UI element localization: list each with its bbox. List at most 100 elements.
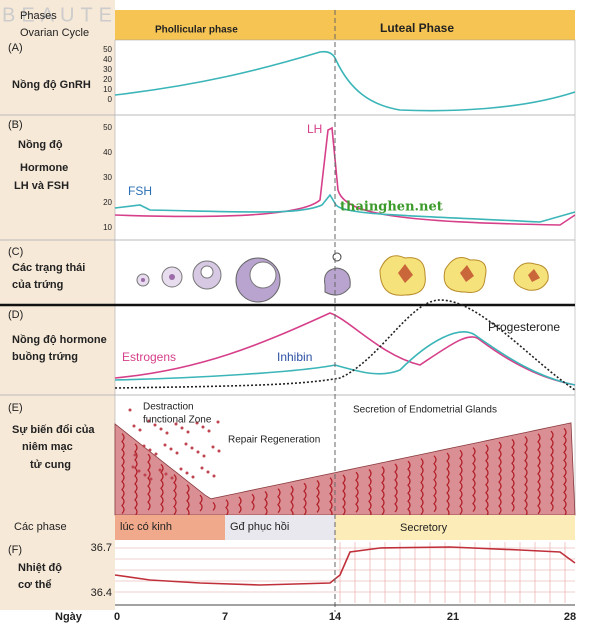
label: functional Zone: [143, 415, 212, 426]
shed-tissue: [153, 423, 157, 427]
label: Nồng độ: [18, 139, 63, 151]
panel-letter: (C): [8, 246, 23, 258]
gland: [173, 474, 177, 516]
label: FSH: [128, 184, 152, 198]
tick-label: 10: [103, 223, 112, 232]
gland: [147, 453, 151, 511]
gland: [199, 494, 203, 512]
gland: [563, 427, 567, 517]
gland: [498, 441, 502, 515]
gland: [407, 460, 411, 518]
label: LH và FSH: [14, 180, 69, 192]
shed-tissue: [158, 468, 162, 472]
gland: [121, 433, 125, 514]
label: Secretion of Endometrial Glands: [353, 405, 497, 416]
progesterone-curve: [114, 299, 576, 391]
shed-tissue: [186, 430, 190, 434]
shed-tissue: [142, 444, 146, 448]
label: Phollicular phase: [155, 25, 238, 36]
gland: [355, 471, 359, 513]
gland: [446, 452, 450, 518]
ovum: [332, 252, 342, 262]
shed-tissue: [163, 443, 167, 447]
shed-tissue: [211, 445, 215, 449]
label: Ngày: [55, 611, 83, 623]
label: Phases: [20, 10, 57, 22]
gland: [511, 438, 515, 512]
temperature-curve: [114, 546, 576, 586]
shed-tissue: [206, 470, 210, 474]
shed-tissue: [185, 471, 189, 475]
gland: [485, 444, 489, 518]
gland: [225, 499, 229, 517]
tick-label: 30: [103, 173, 112, 182]
shed-tissue: [195, 421, 199, 425]
panel-letter: (A): [8, 42, 23, 54]
label: Nồng độ hormone: [12, 334, 107, 346]
gland: [303, 482, 307, 516]
tick-label: 20: [103, 198, 112, 207]
shed-tissue: [138, 428, 142, 432]
gland: [420, 458, 424, 515]
shed-tissue: [196, 450, 200, 454]
shed-tissue: [132, 424, 136, 428]
secretory-box: [335, 515, 575, 540]
panel-letter: (D): [8, 309, 23, 321]
shed-tissue: [174, 422, 178, 426]
shed-tissue: [175, 451, 179, 455]
shed-tissue: [133, 453, 137, 457]
tick-label: 50: [103, 45, 112, 54]
shed-tissue: [212, 474, 216, 478]
shed-tissue: [164, 472, 168, 476]
shed-tissue: [200, 466, 204, 470]
day-tick: 21: [447, 611, 459, 623]
gland: [524, 436, 528, 517]
label: cơ thể: [18, 579, 52, 591]
shed-tissue: [184, 442, 188, 446]
gland: [186, 484, 190, 518]
shed-tissue: [148, 448, 152, 452]
follicle: [200, 265, 214, 279]
fsh-curve: [114, 193, 576, 223]
label: Các trạng thái: [12, 262, 85, 274]
gland: [277, 488, 281, 514]
day-tick: 7: [222, 611, 228, 623]
tick-label: 40: [103, 55, 112, 64]
gland: [251, 493, 255, 511]
shed-tissue: [207, 429, 211, 433]
gland: [212, 501, 216, 511]
recovery-box: [225, 515, 335, 540]
phase-header: [115, 10, 575, 40]
follicle: [141, 278, 145, 282]
menses-box: [115, 515, 225, 540]
label: Inhibin: [277, 350, 312, 364]
tick-label: 20: [103, 75, 112, 84]
gnrh-curve: [114, 50, 576, 112]
shed-tissue: [143, 473, 147, 477]
day-tick: 0: [114, 611, 120, 623]
label: Các phase: [14, 521, 67, 533]
shed-tissue: [137, 469, 141, 473]
shed-tissue: [149, 477, 153, 481]
gland: [394, 463, 398, 513]
shed-tissue: [154, 452, 158, 456]
corpus-luteum: [398, 264, 413, 283]
tick-label: 30: [103, 65, 112, 74]
label: Repair Regeneration: [228, 435, 320, 446]
gland: [381, 466, 385, 516]
label: Nhiệt độ: [18, 562, 62, 574]
endometrium: [114, 408, 576, 519]
shed-tissue: [159, 427, 163, 431]
follicle: [249, 261, 277, 289]
label: Destraction: [143, 402, 194, 413]
gland: [134, 443, 138, 517]
estrogen-curve: [114, 312, 576, 386]
shed-tissue: [216, 420, 220, 424]
shed-tissue: [147, 419, 151, 423]
label: Sự biến đổi của: [12, 424, 95, 436]
panel-letter: (E): [8, 402, 23, 414]
gland: [368, 469, 372, 518]
gland: [316, 480, 320, 513]
label: LH: [307, 122, 322, 136]
